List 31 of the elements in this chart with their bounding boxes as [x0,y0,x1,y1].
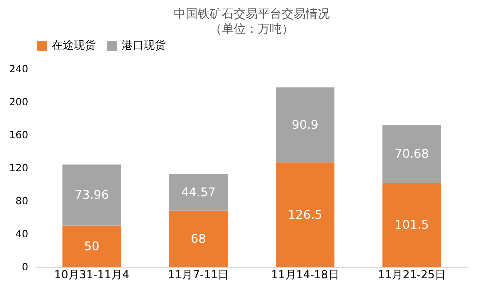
bar [62,226,122,267]
bar [382,183,442,267]
data-label: 44.57 [181,186,216,200]
bar [382,124,442,184]
bar [62,164,122,226]
y-tick-label: 160 [9,130,28,142]
x-tick-label: 11月7-11日 [168,268,230,282]
bar [276,88,335,163]
data-label: 68 [191,232,206,246]
legend-label: 在途现货 [52,39,96,52]
legend-label: 港口现货 [122,39,166,52]
data-label: 73.96 [74,188,110,202]
bar [276,162,335,267]
data-label: 101.5 [394,218,430,232]
y-tick-label: 200 [9,98,28,108]
y-tick-label: 80 [16,196,28,208]
chart-title: 中国铁矿石交易平台交易情况 [174,7,330,21]
x-tick-label: 11月21-25日 [378,268,446,282]
data-label: 126.5 [288,208,323,222]
bar [169,210,228,267]
data-label: 70.68 [394,147,430,162]
y-tick-label: 120 [9,164,28,174]
y-tick-label: 40 [16,230,28,240]
y-tick-label: 0 [22,262,28,274]
chart-subtitle: （单位：万吨） [210,22,294,36]
data-label: 90.9 [292,118,319,132]
bar [169,174,228,211]
x-tick-label: 11月14-18日 [271,268,340,282]
data-label: 50 [84,239,100,254]
x-tick-label: 10月31-11月4 [54,268,130,282]
y-tick-label: 240 [9,64,28,76]
